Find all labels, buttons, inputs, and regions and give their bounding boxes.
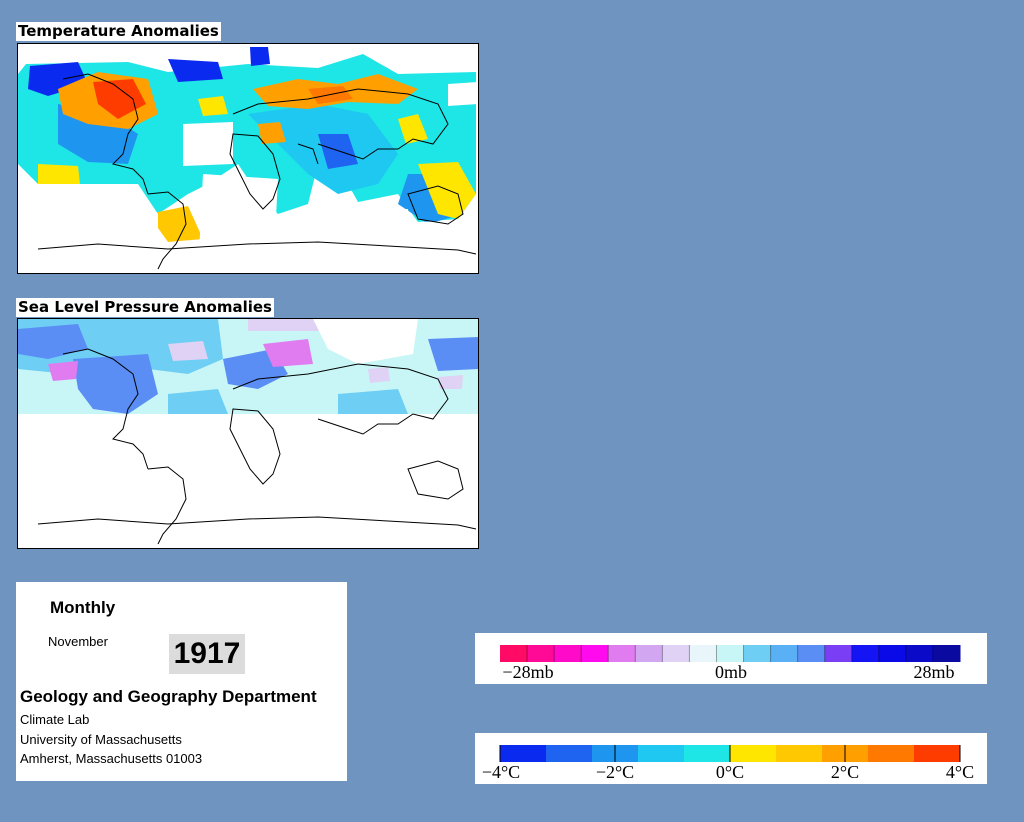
university-label: University of Massachusetts bbox=[20, 732, 182, 747]
temperature-tick-label: −2°C bbox=[596, 762, 634, 782]
pressure-swatch bbox=[581, 645, 609, 662]
pressure-swatch bbox=[662, 645, 690, 662]
temperature-swatch bbox=[776, 745, 823, 762]
pressure-anomaly-map bbox=[17, 318, 479, 549]
temperature-swatch bbox=[684, 745, 731, 762]
temperature-legend: −4°C −2°C 0°C 2°C 4°C bbox=[475, 733, 987, 784]
temperature-swatch bbox=[868, 745, 915, 762]
temperature-fill bbox=[18, 47, 478, 273]
pressure-mid-label: 0mb bbox=[715, 662, 747, 682]
pressure-swatch bbox=[527, 645, 555, 662]
temperature-tick-label: 2°C bbox=[831, 762, 859, 782]
temperature-swatch bbox=[730, 745, 777, 762]
temperature-swatch bbox=[546, 745, 593, 762]
address-label: Amherst, Massachusetts 01003 bbox=[20, 751, 203, 766]
temperature-color-scale bbox=[500, 745, 961, 762]
pressure-swatch bbox=[716, 645, 745, 662]
temperature-swatch bbox=[638, 745, 685, 762]
pressure-swatch bbox=[689, 645, 717, 662]
temperature-swatch bbox=[500, 745, 547, 762]
pressure-map-title: Sea Level Pressure Anomalies bbox=[16, 298, 274, 317]
pressure-swatch bbox=[608, 645, 636, 662]
lab-label: Climate Lab bbox=[20, 712, 90, 727]
pressure-swatch bbox=[554, 645, 582, 662]
period-label: Monthly bbox=[50, 598, 116, 617]
temperature-anomaly-map bbox=[17, 43, 479, 274]
month-label: November bbox=[48, 634, 108, 649]
temperature-legend-canvas: −4°C −2°C 0°C 2°C 4°C bbox=[482, 745, 974, 782]
temperature-map-canvas bbox=[18, 47, 478, 273]
pressure-swatch bbox=[851, 645, 880, 662]
pressure-swatch bbox=[635, 645, 663, 662]
pressure-swatch bbox=[824, 645, 853, 662]
pressure-swatch bbox=[500, 645, 528, 662]
pressure-swatch bbox=[878, 645, 907, 662]
year-label: 1917 bbox=[169, 634, 245, 674]
coastlines bbox=[37, 348, 477, 545]
pressure-fill bbox=[18, 319, 478, 414]
pressure-swatch bbox=[770, 645, 799, 662]
pressure-legend: −28mb 0mb 28mb bbox=[475, 633, 987, 684]
temperature-tick-labels: −4°C −2°C 0°C 2°C 4°C bbox=[482, 745, 974, 782]
pressure-max-label: 28mb bbox=[913, 662, 954, 682]
department-label: Geology and Geography Department bbox=[20, 687, 317, 706]
pressure-min-label: −28mb bbox=[502, 662, 553, 682]
temperature-tick-label: 0°C bbox=[716, 762, 744, 782]
temperature-swatch bbox=[914, 745, 961, 762]
temperature-map-title: Temperature Anomalies bbox=[16, 22, 221, 41]
pressure-legend-canvas: −28mb 0mb 28mb bbox=[500, 645, 961, 682]
pressure-map-canvas bbox=[18, 319, 478, 545]
pressure-color-scale bbox=[500, 645, 961, 662]
temperature-tick-label: 4°C bbox=[946, 762, 974, 782]
pressure-swatch bbox=[932, 645, 961, 662]
pressure-swatch bbox=[743, 645, 772, 662]
temperature-tick-label: −4°C bbox=[482, 762, 520, 782]
pressure-swatch bbox=[797, 645, 826, 662]
pressure-swatch bbox=[905, 645, 934, 662]
info-panel: Monthly November 1917 Geology and Geogra… bbox=[16, 582, 347, 781]
coastlines bbox=[37, 73, 477, 270]
